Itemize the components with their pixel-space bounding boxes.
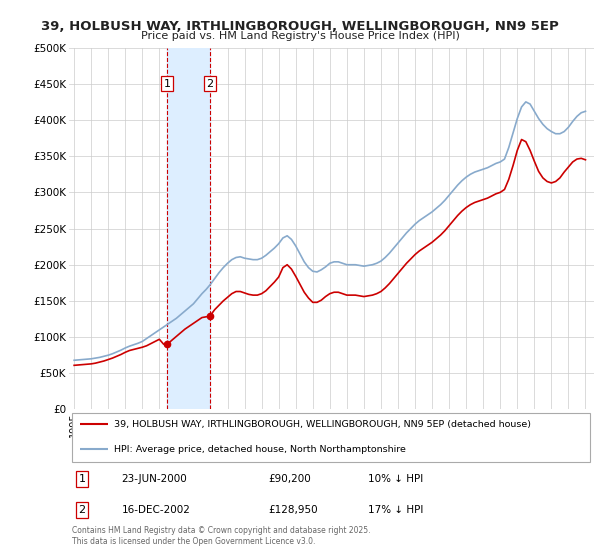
Text: Contains HM Land Registry data © Crown copyright and database right 2025.
This d: Contains HM Land Registry data © Crown c… xyxy=(71,526,370,546)
Text: 39, HOLBUSH WAY, IRTHLINGBOROUGH, WELLINGBOROUGH, NN9 5EP: 39, HOLBUSH WAY, IRTHLINGBOROUGH, WELLIN… xyxy=(41,20,559,32)
Text: £90,200: £90,200 xyxy=(269,474,311,484)
Text: 10% ↓ HPI: 10% ↓ HPI xyxy=(368,474,424,484)
Text: 1: 1 xyxy=(164,79,171,89)
Text: 16-DEC-2002: 16-DEC-2002 xyxy=(121,505,190,515)
Text: £128,950: £128,950 xyxy=(269,505,318,515)
Text: 23-JUN-2000: 23-JUN-2000 xyxy=(121,474,187,484)
Bar xyxy=(167,48,210,409)
Text: 2: 2 xyxy=(206,79,214,89)
Text: 1: 1 xyxy=(79,474,86,484)
Text: 2: 2 xyxy=(79,505,86,515)
Text: HPI: Average price, detached house, North Northamptonshire: HPI: Average price, detached house, Nort… xyxy=(113,445,406,454)
Text: Price paid vs. HM Land Registry's House Price Index (HPI): Price paid vs. HM Land Registry's House … xyxy=(140,31,460,41)
Text: 39, HOLBUSH WAY, IRTHLINGBOROUGH, WELLINGBOROUGH, NN9 5EP (detached house): 39, HOLBUSH WAY, IRTHLINGBOROUGH, WELLIN… xyxy=(113,419,530,428)
FancyBboxPatch shape xyxy=(71,413,590,461)
Text: 17% ↓ HPI: 17% ↓ HPI xyxy=(368,505,424,515)
